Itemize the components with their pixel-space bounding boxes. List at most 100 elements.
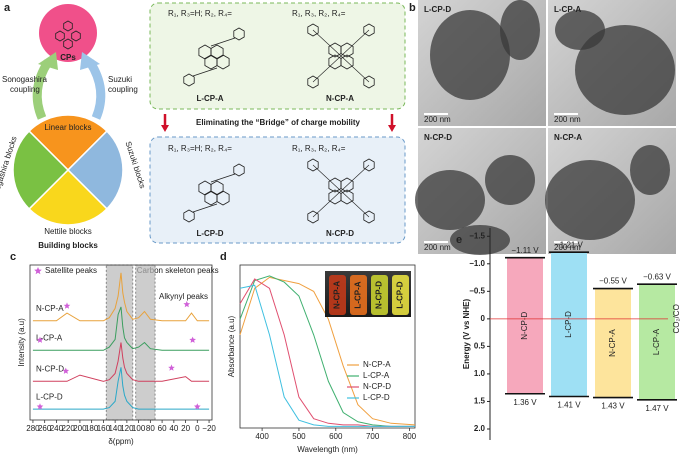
vial — [371, 275, 388, 315]
bond — [312, 164, 342, 192]
y-tick-label: 1.5 — [474, 397, 486, 406]
x-tick-label: −20 — [202, 424, 216, 433]
series-label: L-CP-D — [36, 392, 63, 401]
category-label: N-CP-D — [520, 312, 529, 340]
vial-label: N-CP-A — [333, 281, 342, 309]
category-label: L-CP-D — [564, 311, 573, 338]
star — [194, 403, 201, 410]
cb-label: −0.63 V — [643, 272, 671, 281]
category-label: N-CP-A — [608, 329, 617, 357]
y-tick-label: −0.5 — [469, 286, 485, 295]
bond — [312, 55, 342, 83]
ring — [363, 23, 375, 37]
satellite-label: Satellite peaks — [45, 266, 97, 275]
star — [36, 403, 44, 410]
vial — [329, 275, 346, 315]
x-tick-label: 20 — [181, 424, 190, 433]
plot-frame — [29, 264, 213, 421]
series-line — [32, 272, 210, 322]
y-tick-label: 2.0 — [474, 424, 486, 433]
formula: R₁, R₃=H; R₂, R₄= — [168, 144, 232, 153]
ring — [363, 210, 375, 224]
cps-ring — [71, 30, 81, 42]
sonogashira-arrowhead — [38, 52, 58, 70]
cps-ring — [63, 38, 73, 50]
y-tick-label: −1.0 — [469, 259, 485, 268]
vb-label: 1.43 V — [601, 402, 625, 411]
ring — [183, 209, 195, 223]
block-wedge — [66, 130, 124, 210]
x-tick-label: 200 — [73, 424, 87, 433]
polymer-name: L-CP-D — [196, 229, 223, 238]
bond — [210, 37, 236, 47]
polymer-name: N-CP-D — [326, 229, 354, 238]
block-wedge — [12, 130, 70, 210]
band-bar — [551, 252, 587, 397]
y-tick-label: 0 — [481, 314, 486, 323]
bridge-text: Eliminating the “Bridge” of charge mobil… — [196, 118, 361, 127]
x-tick-label: 0 — [195, 424, 200, 433]
box-d — [149, 136, 406, 244]
scale-label: 200 nm — [424, 115, 451, 124]
red-arrowhead — [161, 125, 169, 132]
bond — [192, 67, 218, 77]
vial-label: L-CP-A — [354, 281, 363, 308]
x-tick-label: 240 — [50, 424, 64, 433]
particle — [430, 10, 510, 100]
tem-label: L-CP-D — [424, 5, 451, 14]
star — [168, 364, 175, 371]
cps-label: CPs — [60, 53, 76, 62]
panel-label: d — [220, 251, 227, 263]
scale-label: 200 nm — [554, 115, 581, 124]
panel-label: c — [10, 251, 16, 263]
x-tick-label: 800 — [403, 432, 417, 441]
series-line — [239, 284, 415, 427]
particle — [415, 170, 485, 230]
ring — [307, 210, 319, 224]
band-bar — [507, 257, 543, 394]
vb-label: 1.41 V — [557, 401, 581, 410]
block-wedge — [28, 168, 108, 226]
particle — [450, 225, 510, 255]
bond — [210, 173, 236, 183]
particle — [575, 25, 675, 115]
block-label: Nettile blocks — [44, 227, 92, 236]
block-label: Linear blocks — [44, 123, 91, 132]
bond — [312, 190, 342, 218]
star — [63, 302, 71, 309]
scale-label: 200 nm — [554, 243, 581, 252]
x-tick-label: 100 — [132, 424, 146, 433]
legend-star — [34, 267, 42, 275]
star — [189, 336, 196, 343]
building-blocks-label: Building blocks — [38, 241, 98, 250]
bond — [312, 29, 342, 57]
formula: R₁, R₃, R₂, R₄= — [292, 144, 346, 153]
bond — [340, 55, 370, 83]
particle — [545, 160, 635, 240]
x-tick-label: 60 — [158, 424, 167, 433]
vial-label: N-CP-D — [375, 281, 384, 309]
particle — [555, 10, 605, 50]
polymer-name: N-CP-A — [326, 94, 354, 103]
x-tick-label: 280 — [26, 424, 40, 433]
x-axis-label: Wavelength (nm) — [297, 445, 358, 454]
vial — [392, 275, 409, 315]
box-a — [149, 2, 406, 110]
star — [183, 300, 191, 308]
coupling-label: coupling — [10, 85, 40, 94]
ring — [307, 75, 319, 89]
vial-label: L-CP-D — [396, 281, 405, 308]
x-tick-label: 160 — [97, 424, 111, 433]
scale-label: 200 nm — [424, 243, 451, 252]
coupling-label: Sonogashira — [2, 75, 47, 84]
red-arrowhead — [388, 125, 396, 132]
y-axis-label: Energy (V vs NHE) — [462, 299, 471, 370]
ring — [216, 190, 230, 206]
ring — [340, 189, 354, 205]
band-bar — [639, 284, 675, 400]
bond — [340, 164, 370, 192]
ring — [183, 73, 195, 87]
x-tick-label: 400 — [255, 432, 269, 441]
x-tick-label: 260 — [38, 424, 52, 433]
particle — [500, 0, 540, 60]
